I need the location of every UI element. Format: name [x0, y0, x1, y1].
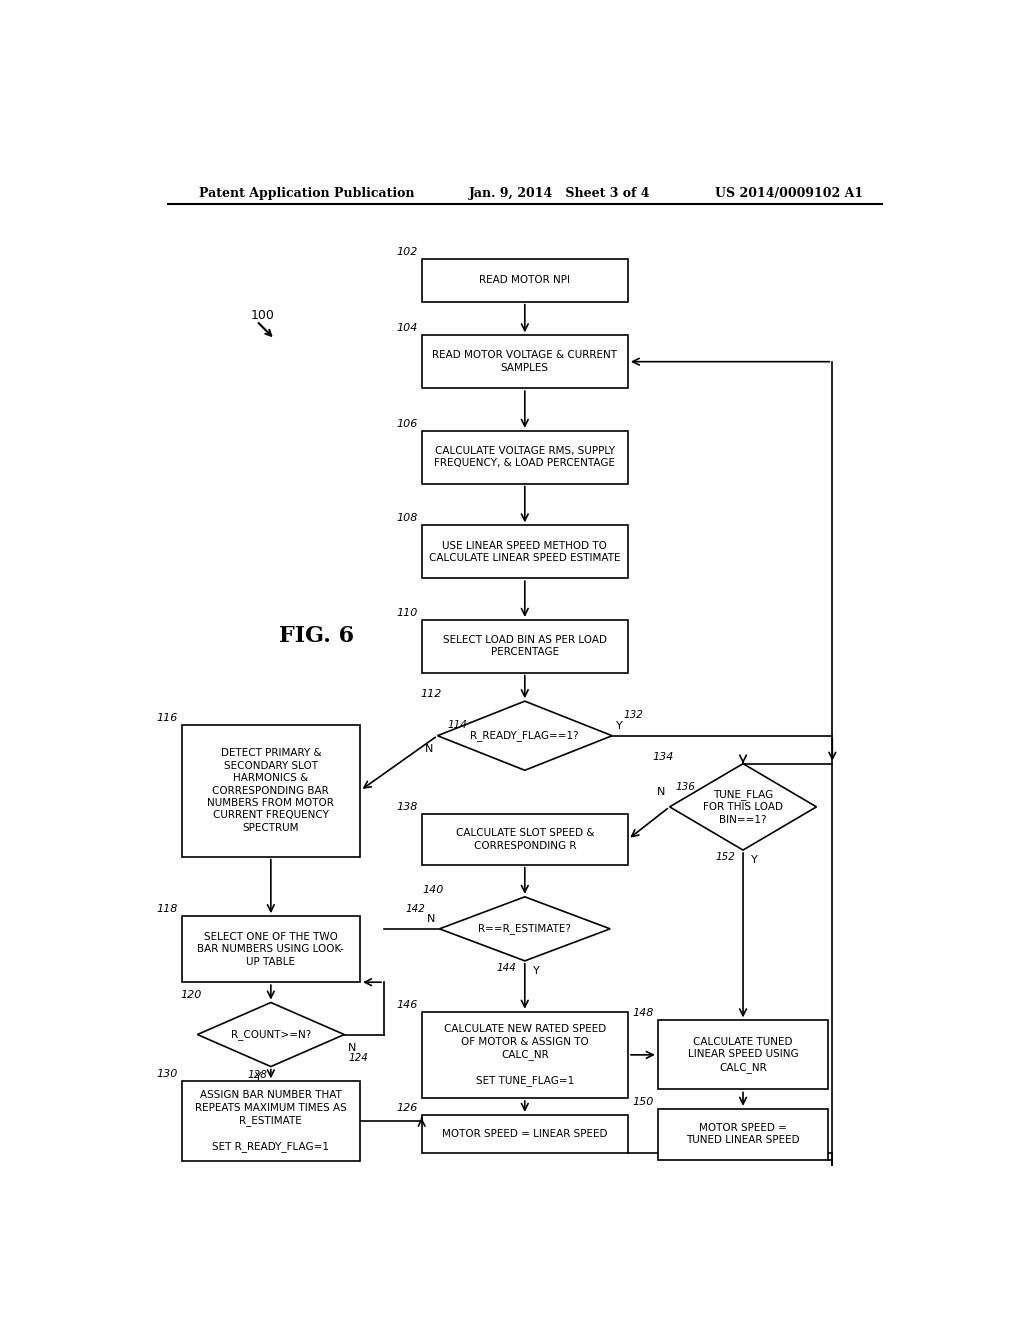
Text: 118: 118: [157, 904, 177, 913]
Bar: [181, 725, 360, 857]
Text: MOTOR SPEED =
TUNED LINEAR SPEED: MOTOR SPEED = TUNED LINEAR SPEED: [686, 1123, 800, 1146]
Text: 144: 144: [497, 962, 517, 973]
Text: R_READY_FLAG==1?: R_READY_FLAG==1?: [470, 730, 580, 741]
Bar: [422, 525, 628, 578]
Text: R_COUNT>=N?: R_COUNT>=N?: [230, 1030, 311, 1040]
Text: Y: Y: [532, 966, 540, 975]
Text: 102: 102: [396, 247, 418, 257]
Text: 138: 138: [396, 803, 418, 812]
Bar: [422, 430, 628, 483]
Text: READ MOTOR NPI: READ MOTOR NPI: [479, 276, 570, 285]
Bar: [422, 1011, 628, 1098]
Text: 120: 120: [180, 990, 202, 1001]
Text: 150: 150: [633, 1097, 653, 1106]
Polygon shape: [198, 1002, 344, 1067]
Text: CALCULATE TUNED
LINEAR SPEED USING
CALC_NR: CALCULATE TUNED LINEAR SPEED USING CALC_…: [688, 1038, 799, 1073]
Text: 110: 110: [396, 607, 418, 618]
Text: SELECT ONE OF THE TWO
BAR NUMBERS USING LOOK-
UP TABLE: SELECT ONE OF THE TWO BAR NUMBERS USING …: [198, 932, 344, 966]
Bar: [181, 916, 360, 982]
Text: 132: 132: [624, 710, 644, 721]
Text: 100: 100: [251, 309, 274, 322]
Text: Y: Y: [616, 721, 623, 731]
Text: Y: Y: [255, 1072, 261, 1081]
Text: R==R_ESTIMATE?: R==R_ESTIMATE?: [478, 924, 571, 935]
Text: SELECT LOAD BIN AS PER LOAD
PERCENTAGE: SELECT LOAD BIN AS PER LOAD PERCENTAGE: [442, 635, 607, 657]
Bar: [657, 1020, 828, 1089]
Polygon shape: [670, 764, 816, 850]
Text: N: N: [427, 913, 435, 924]
Text: MOTOR SPEED = LINEAR SPEED: MOTOR SPEED = LINEAR SPEED: [442, 1129, 607, 1139]
Text: 140: 140: [422, 884, 443, 895]
Polygon shape: [439, 896, 610, 961]
Text: 106: 106: [396, 418, 418, 429]
Text: DETECT PRIMARY &
SECONDARY SLOT
HARMONICS &
CORRESPONDING BAR
NUMBERS FROM MOTOR: DETECT PRIMARY & SECONDARY SLOT HARMONIC…: [208, 748, 334, 833]
Polygon shape: [437, 701, 612, 771]
Text: FIG. 6: FIG. 6: [279, 626, 354, 647]
Text: N: N: [348, 1043, 356, 1052]
Text: US 2014/0009102 A1: US 2014/0009102 A1: [715, 187, 863, 201]
Text: CALCULATE VOLTAGE RMS, SUPPLY
FREQUENCY, & LOAD PERCENTAGE: CALCULATE VOLTAGE RMS, SUPPLY FREQUENCY,…: [434, 446, 615, 469]
Bar: [422, 335, 628, 388]
Bar: [422, 620, 628, 673]
Text: 146: 146: [396, 999, 418, 1010]
Text: 148: 148: [633, 1008, 653, 1018]
Text: TUNE_FLAG
FOR THIS LOAD
BIN==1?: TUNE_FLAG FOR THIS LOAD BIN==1?: [703, 789, 783, 825]
Text: 112: 112: [420, 689, 441, 700]
Text: Y: Y: [751, 855, 758, 865]
Text: 142: 142: [406, 904, 425, 913]
Text: Jan. 9, 2014   Sheet 3 of 4: Jan. 9, 2014 Sheet 3 of 4: [469, 187, 650, 201]
Text: 136: 136: [676, 781, 696, 792]
Text: READ MOTOR VOLTAGE & CURRENT
SAMPLES: READ MOTOR VOLTAGE & CURRENT SAMPLES: [432, 351, 617, 372]
Text: 114: 114: [447, 719, 467, 730]
Text: USE LINEAR SPEED METHOD TO
CALCULATE LINEAR SPEED ESTIMATE: USE LINEAR SPEED METHOD TO CALCULATE LIN…: [429, 541, 621, 562]
Text: Patent Application Publication: Patent Application Publication: [200, 187, 415, 201]
Text: 104: 104: [396, 323, 418, 333]
Text: 116: 116: [157, 713, 177, 722]
Text: 124: 124: [348, 1053, 368, 1063]
Text: N: N: [657, 787, 666, 797]
Text: N: N: [425, 744, 433, 754]
Text: 134: 134: [652, 751, 674, 762]
Text: ASSIGN BAR NUMBER THAT
REPEATS MAXIMUM TIMES AS
R_ESTIMATE

SET R_READY_FLAG=1: ASSIGN BAR NUMBER THAT REPEATS MAXIMUM T…: [195, 1090, 347, 1151]
Text: 128: 128: [247, 1069, 267, 1080]
Bar: [181, 1081, 360, 1160]
Bar: [422, 259, 628, 302]
Text: CALCULATE NEW RATED SPEED
OF MOTOR & ASSIGN TO
CALC_NR

SET TUNE_FLAG=1: CALCULATE NEW RATED SPEED OF MOTOR & ASS…: [443, 1024, 606, 1085]
Text: CALCULATE SLOT SPEED &
CORRESPONDING R: CALCULATE SLOT SPEED & CORRESPONDING R: [456, 828, 594, 850]
Text: 130: 130: [157, 1069, 177, 1080]
Text: 108: 108: [396, 513, 418, 523]
Bar: [657, 1109, 828, 1159]
Bar: [422, 814, 628, 865]
Text: 126: 126: [396, 1102, 418, 1113]
Text: 152: 152: [715, 853, 735, 862]
Bar: [422, 1115, 628, 1154]
